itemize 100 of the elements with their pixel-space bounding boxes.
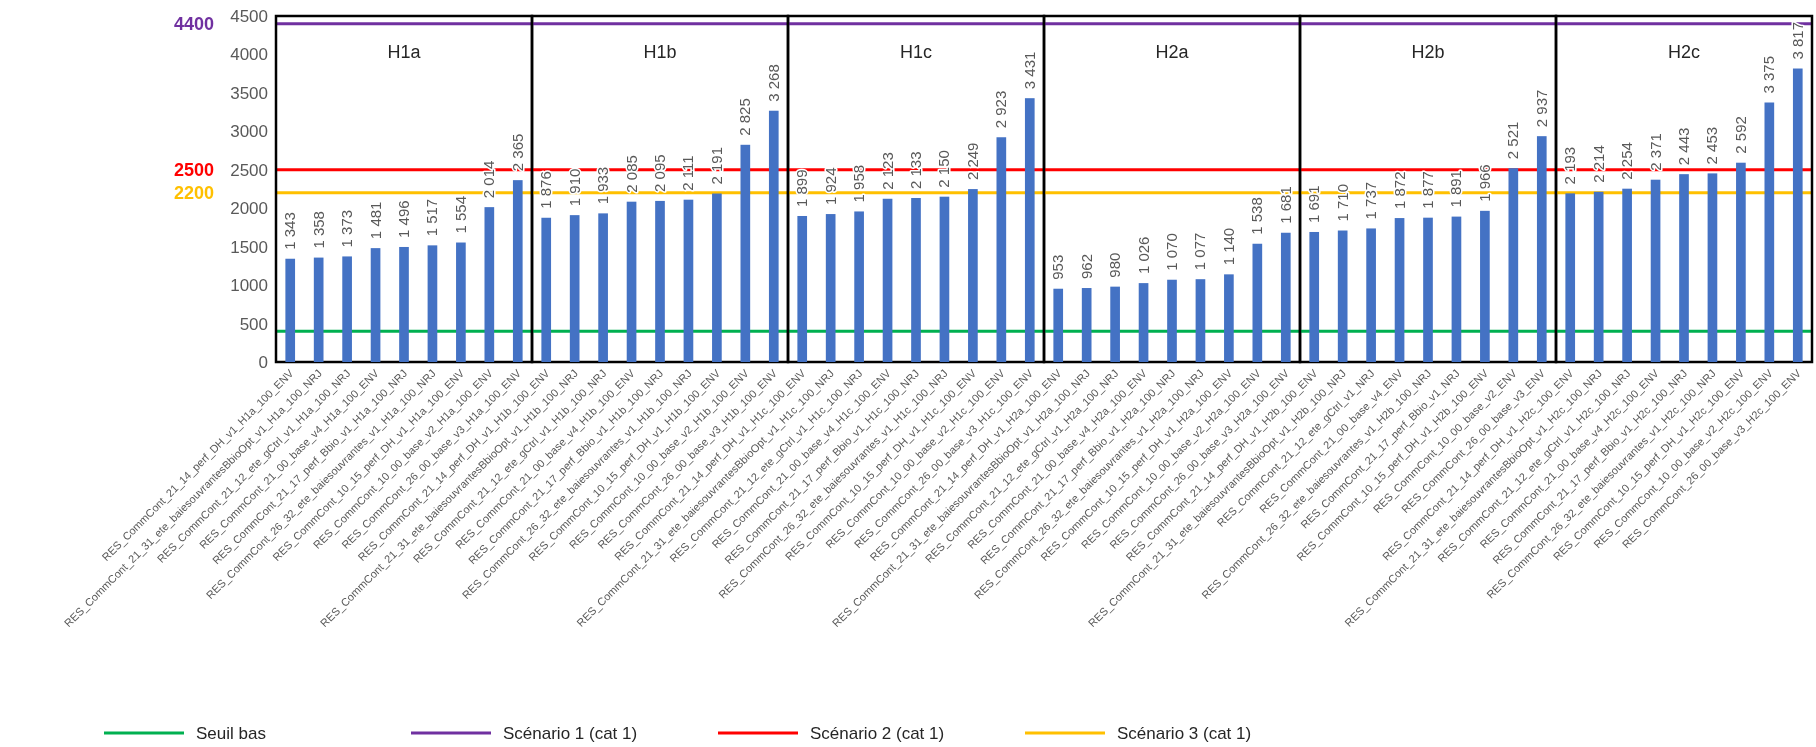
y-tick-label: 2000 <box>230 199 268 219</box>
y-tick-label: 500 <box>239 314 268 334</box>
y-tick-label: 3500 <box>230 83 268 103</box>
bar <box>1110 286 1120 362</box>
data-label: 2 095 <box>651 154 668 192</box>
y-tick-label: 4000 <box>230 45 268 65</box>
bar <box>683 199 694 362</box>
bar <box>1622 188 1632 362</box>
data-label: 1 681 <box>1276 186 1294 224</box>
data-label: 3 375 <box>1760 55 1778 94</box>
data-label: 2 521 <box>1504 121 1522 160</box>
bar <box>1736 162 1746 362</box>
bar <box>1167 279 1177 362</box>
data-label: 980 <box>1106 252 1124 278</box>
data-label: 2 453 <box>1703 126 1721 165</box>
data-label: 2 150 <box>935 150 953 188</box>
bar <box>1508 168 1519 362</box>
bar <box>313 257 324 362</box>
data-label: 1 077 <box>1191 232 1209 271</box>
data-label: 1 538 <box>1248 197 1266 235</box>
bar <box>1565 193 1576 362</box>
data-label: 1 877 <box>1419 171 1436 209</box>
bar <box>712 193 722 362</box>
data-label: 3 817 <box>1788 21 1806 60</box>
bar <box>1081 288 1092 362</box>
bar <box>1394 218 1405 362</box>
data-label: 2 365 <box>508 133 526 172</box>
data-label: 1 517 <box>423 198 441 237</box>
text: H2c <box>1667 42 1701 62</box>
data-label: 2 085 <box>622 155 640 193</box>
data-label: 2 923 <box>992 90 1010 129</box>
data-label: 1 933 <box>594 166 612 205</box>
bar <box>825 214 836 362</box>
bar <box>1707 173 1718 362</box>
bar <box>1337 230 1348 362</box>
y-tick-label: 1500 <box>230 237 268 257</box>
data-label: 1 343 <box>281 212 299 250</box>
data-label: 1 358 <box>309 211 327 249</box>
data-label: 2 825 <box>736 98 754 136</box>
data-label: 1 710 <box>1333 183 1351 222</box>
bar <box>1536 136 1547 362</box>
bar <box>1451 216 1462 362</box>
data-label: 1 899 <box>793 169 811 207</box>
bar <box>740 144 751 362</box>
bar <box>1053 288 1064 362</box>
bar <box>1138 283 1149 362</box>
bar <box>399 246 409 362</box>
text: H2a <box>1155 42 1190 62</box>
data-label: 2 254 <box>1618 142 1636 180</box>
data-label: 1 966 <box>1475 164 1493 202</box>
y-tick-label: 1000 <box>230 276 268 296</box>
data-label: 2 191 <box>707 146 725 185</box>
legend-label: Seuil bas <box>196 723 266 743</box>
data-label: 1 554 <box>451 195 469 234</box>
text: H1c <box>899 42 933 62</box>
data-label: 1 924 <box>821 167 839 206</box>
data-label: 1 876 <box>537 171 555 209</box>
data-label: 2 014 <box>480 160 498 199</box>
data-label: 1 070 <box>1163 233 1180 271</box>
bar <box>512 180 523 362</box>
data-label: 1 691 <box>1305 185 1323 223</box>
data-label: 3 268 <box>764 64 782 102</box>
bar <box>854 211 864 362</box>
bar <box>1224 274 1234 362</box>
data-label: 1 910 <box>565 168 583 207</box>
bar <box>797 215 808 362</box>
bar <box>342 256 352 362</box>
data-label: 1 737 <box>1362 181 1380 220</box>
data-label: 2 592 <box>1731 116 1749 154</box>
bar <box>456 242 466 362</box>
data-label: 2 193 <box>1561 146 1579 185</box>
y-tick-label: 2500 <box>230 160 268 180</box>
data-label: 2 937 <box>1532 89 1550 128</box>
bar <box>1423 217 1433 362</box>
data-label: 2 249 <box>963 142 981 181</box>
bar <box>1593 191 1604 362</box>
bar <box>598 213 608 362</box>
bar <box>1764 102 1775 362</box>
data-label: 2 123 <box>878 152 896 190</box>
bar <box>655 200 665 362</box>
bar <box>569 215 580 362</box>
bar <box>370 248 381 362</box>
data-label: 1 958 <box>850 164 868 203</box>
bar <box>427 245 438 362</box>
bar <box>484 207 495 362</box>
data-label: 2 214 <box>1589 145 1607 183</box>
bar <box>996 137 1007 362</box>
bar <box>626 201 637 362</box>
bar <box>768 110 779 362</box>
text: 2500 <box>173 160 214 181</box>
data-label: 3 431 <box>1020 51 1038 90</box>
bar <box>1252 243 1263 362</box>
bar <box>1195 279 1206 362</box>
data-label: 962 <box>1077 254 1095 280</box>
text: H1a <box>387 42 422 62</box>
bar <box>968 189 978 362</box>
data-label: 2 111 <box>679 155 697 191</box>
data-label: 1 496 <box>395 200 412 238</box>
data-label: 1 026 <box>1134 236 1152 275</box>
bar <box>1309 231 1320 362</box>
